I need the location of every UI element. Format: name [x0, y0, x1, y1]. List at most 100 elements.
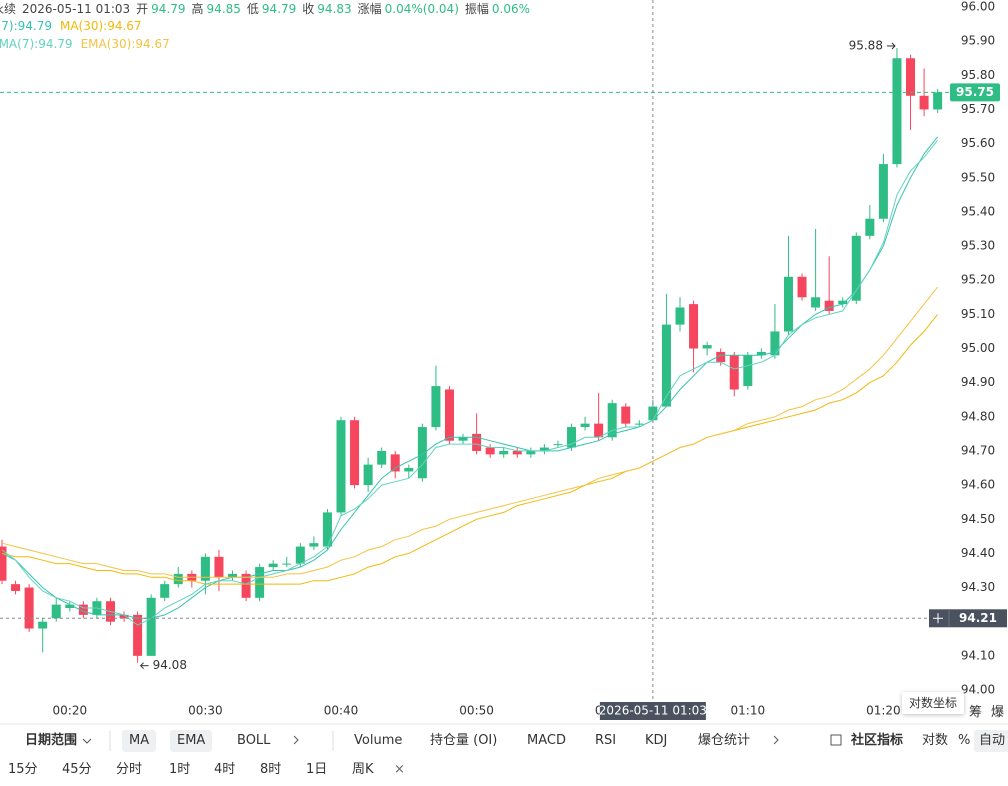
candle-body — [539, 447, 549, 451]
candle-body — [458, 437, 468, 441]
scale[interactable]: 对数 — [922, 733, 949, 748]
candle-body — [38, 621, 48, 629]
candle-body — [282, 563, 292, 565]
interval[interactable]: 4时 — [214, 762, 236, 777]
interval[interactable]: 周K — [352, 762, 374, 777]
panel[interactable]: MACD — [527, 733, 566, 748]
candle-body — [892, 58, 902, 165]
y-tick-label: 95.90 — [961, 34, 995, 48]
header-item: 94.85 — [207, 2, 241, 16]
candle-body — [309, 543, 319, 547]
panel[interactable]: 爆仓统计 — [698, 733, 751, 748]
panel[interactable]: RSI — [595, 733, 617, 748]
edit-icon — [830, 734, 842, 746]
header-item: 94.79 — [262, 2, 296, 16]
y-tick-label: 94.10 — [961, 648, 995, 662]
crosshair-time: 2026-05-11 01:03 — [599, 704, 707, 718]
panel[interactable]: KDJ — [645, 733, 668, 748]
interval[interactable]: 1日 — [306, 762, 328, 777]
x-tick-label: 01:10 — [731, 704, 766, 718]
candle-body — [499, 450, 509, 455]
last-price-label: 95.75 — [956, 85, 994, 99]
candle-body — [228, 573, 238, 578]
y-tick-label: 95.50 — [961, 170, 995, 184]
indicator-line — [1, 314, 938, 585]
legend-name: MA(7) — [0, 19, 14, 33]
header-line: 永续2026-05-11 01:03开94.79高94.85低94.79收94.… — [0, 1, 530, 16]
candle-body — [702, 345, 712, 349]
candle-body — [553, 444, 563, 446]
candle-body — [824, 300, 834, 311]
panel[interactable]: 持仓量 (OI) — [430, 733, 498, 748]
x-tick-label: 00:30 — [188, 704, 223, 718]
candle-body — [512, 450, 522, 455]
candle-body — [933, 92, 943, 110]
side-button[interactable]: 爆 — [991, 705, 1005, 720]
low-marker: 94.08 — [153, 658, 187, 672]
y-tick-label: 95.60 — [961, 136, 995, 150]
candle-body — [607, 403, 617, 438]
interval[interactable]: 15分 — [8, 762, 38, 777]
interval[interactable]: 分时 — [116, 762, 143, 777]
candle-body — [78, 604, 88, 615]
candle-body — [51, 604, 61, 619]
header-item: 低 — [247, 2, 259, 16]
indicator-line — [1, 136, 938, 619]
indicator[interactable]: MA — [122, 730, 157, 752]
header-item: 2026-05-11 01:03 — [22, 2, 130, 16]
indicator[interactable]: EMA — [170, 730, 213, 752]
candle-body — [851, 235, 861, 301]
legend-value: :94.79 — [34, 37, 72, 51]
chevron-right — [293, 735, 299, 745]
y-tick-label: 94.60 — [961, 478, 995, 492]
indicator[interactable]: BOLL — [237, 733, 271, 748]
interval[interactable]: 1时 — [169, 762, 191, 777]
candle-body — [214, 556, 224, 578]
interval[interactable]: 45分 — [62, 762, 92, 777]
candle-body — [689, 304, 699, 349]
y-tick-label: 94.70 — [961, 443, 995, 457]
legend-name: EMA(30) — [81, 37, 132, 51]
scale[interactable]: % — [958, 733, 971, 748]
candle-body — [675, 307, 685, 325]
legend-name: EMA(7) — [0, 37, 34, 51]
high-marker: 95.88 — [849, 38, 883, 52]
candle-body — [241, 573, 251, 598]
panel[interactable]: Volume — [354, 733, 403, 748]
header-item: 开 — [136, 2, 148, 16]
chevron-right — [773, 735, 779, 745]
community[interactable]: 社区指标 — [851, 733, 904, 748]
x-tick-label: 00:20 — [53, 704, 88, 718]
legend-value: :94.67 — [131, 37, 169, 51]
candle-body — [11, 584, 21, 591]
header-item: 0.04%(0.04) — [385, 2, 459, 16]
side-button[interactable]: 筹 — [969, 705, 983, 720]
candle-body — [350, 420, 360, 486]
candle-body — [295, 546, 305, 564]
y-tick-label: 95.10 — [961, 307, 995, 321]
candle-body — [377, 450, 387, 465]
indicator-line — [1, 286, 938, 578]
legend-name: MA(30) — [60, 19, 103, 33]
candle-body — [444, 389, 454, 441]
y-tick-label: 95.80 — [961, 68, 995, 82]
candle-body — [906, 58, 916, 96]
candle-body — [336, 420, 346, 513]
close-button[interactable]: × — [394, 762, 405, 777]
y-tick-label: 95.00 — [961, 341, 995, 355]
interval[interactable]: 8时 — [260, 762, 282, 777]
x-tick-label: 01:20 — [866, 704, 901, 718]
y-tick-label: 96.00 — [961, 0, 995, 14]
x-tick-label: 00:50 — [459, 704, 494, 718]
y-tick-label: 94.80 — [961, 409, 995, 423]
candle-body — [729, 355, 739, 390]
scale[interactable]: 自动 — [974, 730, 1008, 752]
date-range[interactable]: 日期范围 — [25, 733, 78, 748]
candle-body — [472, 433, 482, 451]
candle-body — [756, 351, 766, 356]
last-price-box — [950, 83, 1000, 102]
candle-body — [65, 604, 75, 609]
candle-body — [133, 614, 143, 656]
header-item: 94.83 — [317, 2, 351, 16]
